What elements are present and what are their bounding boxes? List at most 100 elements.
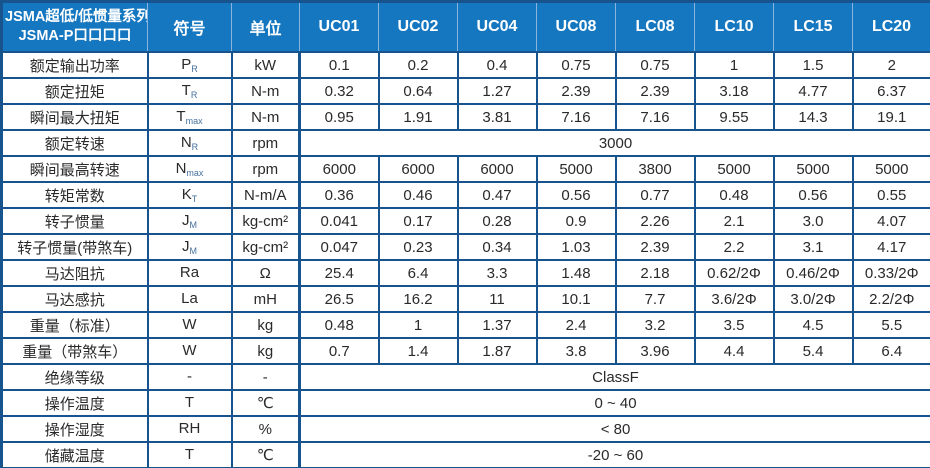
header-row: JSMA超低/低惯量系列 JSMA-P口口口口 符号 单位 UC01 UC02 … xyxy=(0,0,930,53)
row-symbol: Ra xyxy=(146,259,233,287)
cell-value: 0.041 xyxy=(298,207,380,235)
symbol-main: N xyxy=(180,134,192,151)
symbol-sub: T xyxy=(191,194,198,204)
cell-value-merged: 3000 xyxy=(298,129,930,157)
cell-value: 6.4 xyxy=(377,259,459,287)
symbol-main: J xyxy=(182,212,190,229)
col-header-model: LC10 xyxy=(694,0,774,53)
symbol-main: K xyxy=(181,186,192,203)
table-row: 额定扭矩 TR N-m 0.32 0.64 1.27 2.39 2.39 3.1… xyxy=(0,77,930,105)
row-symbol: TR xyxy=(146,77,233,105)
cell-value: 0.7 xyxy=(298,337,380,365)
symbol-main: P xyxy=(181,56,192,73)
row-symbol: T xyxy=(146,441,233,468)
table-row: 额定转速 NR rpm 3000 xyxy=(0,129,930,157)
row-label: 瞬间最大扭矩 xyxy=(0,103,149,131)
cell-value: 0.56 xyxy=(772,181,854,209)
symbol-main: T xyxy=(184,446,195,463)
table-row: 重量（带煞车） W kg 0.7 1.4 1.87 3.8 3.96 4.4 5… xyxy=(0,337,930,365)
row-symbol: JM xyxy=(146,207,233,235)
row-symbol: NR xyxy=(146,129,233,157)
cell-value: 3.3 xyxy=(456,259,538,287)
row-symbol: JM xyxy=(146,233,233,261)
cell-value: 6.4 xyxy=(851,337,930,365)
cell-value-merged: -20 ~ 60 xyxy=(298,441,930,468)
cell-value: 3.0 xyxy=(772,207,854,235)
row-symbol: Nmax xyxy=(146,155,233,183)
row-symbol: W xyxy=(146,337,233,365)
cell-value: 0.64 xyxy=(377,77,459,105)
cell-value: 0.56 xyxy=(535,181,617,209)
row-symbol: PR xyxy=(146,51,233,79)
cell-value: 7.7 xyxy=(614,285,696,313)
row-label: 额定转速 xyxy=(0,129,149,157)
row-label: 马达感抗 xyxy=(0,285,149,313)
symbol-main: - xyxy=(187,368,192,385)
col-header-model: LC08 xyxy=(615,0,695,53)
cell-value: 3.81 xyxy=(456,103,538,131)
cell-value: 2.2/2Φ xyxy=(851,285,930,313)
row-label: 重量（带煞车） xyxy=(0,337,149,365)
row-label: 马达阻抗 xyxy=(0,259,149,287)
table-row: 重量（标准） W kg 0.48 1 1.37 2.4 3.2 3.5 4.5 … xyxy=(0,311,930,339)
cell-value: 0.77 xyxy=(614,181,696,209)
symbol-sub: R xyxy=(191,64,198,74)
row-symbol: W xyxy=(146,311,233,339)
cell-value-merged: ClassF xyxy=(298,363,930,391)
cell-value: 1.27 xyxy=(456,77,538,105)
cell-value: 2.4 xyxy=(535,311,617,339)
row-label: 操作温度 xyxy=(0,389,149,417)
row-unit: N-m xyxy=(230,103,301,131)
symbol-main: N xyxy=(175,160,187,177)
cell-value: 4.07 xyxy=(851,207,930,235)
row-label: 转子惯量 xyxy=(0,207,149,235)
row-symbol: T xyxy=(146,389,233,417)
cell-value: 3.2 xyxy=(614,311,696,339)
cell-value: 0.48 xyxy=(693,181,775,209)
cell-value: 0.34 xyxy=(456,233,538,261)
row-unit: kg-cm² xyxy=(230,207,301,235)
row-unit: N-m/A xyxy=(230,181,301,209)
row-unit: Ω xyxy=(230,259,301,287)
cell-value: 7.16 xyxy=(614,103,696,131)
cell-value: 26.5 xyxy=(298,285,380,313)
symbol-sub: max xyxy=(186,168,204,178)
table-row: 操作湿度 RH % < 80 xyxy=(0,415,930,443)
table-row: 瞬间最高转速 Nmax rpm 6000 6000 6000 5000 3800… xyxy=(0,155,930,183)
symbol-main: RH xyxy=(178,420,201,437)
cell-value: 0.1 xyxy=(298,51,380,79)
series-title: JSMA超低/低惯量系列 JSMA-P口口口口 xyxy=(0,0,148,53)
row-unit: N-m xyxy=(230,77,301,105)
row-label: 绝缘等级 xyxy=(0,363,149,391)
row-unit: ℃ xyxy=(230,441,301,468)
row-symbol: RH xyxy=(146,415,233,443)
row-unit: rpm xyxy=(230,129,301,157)
cell-value: 0.17 xyxy=(377,207,459,235)
cell-value: 1.5 xyxy=(772,51,854,79)
cell-value: 0.48 xyxy=(298,311,380,339)
table-row: 储藏温度 T ℃ -20 ~ 60 xyxy=(0,441,930,468)
cell-value: 11 xyxy=(456,285,538,313)
cell-value: 1 xyxy=(377,311,459,339)
cell-value: 2.39 xyxy=(614,77,696,105)
symbol-main: W xyxy=(182,342,197,359)
cell-value: 0.75 xyxy=(535,51,617,79)
cell-value: 0.46/2Φ xyxy=(772,259,854,287)
cell-value: 5000 xyxy=(535,155,617,183)
row-label: 瞬间最高转速 xyxy=(0,155,149,183)
cell-value: 2.18 xyxy=(614,259,696,287)
col-header-model: LC15 xyxy=(773,0,853,53)
table-row: 转子惯量(带煞车) JM kg-cm² 0.047 0.23 0.34 1.03… xyxy=(0,233,930,261)
symbol-sub: R xyxy=(191,142,199,152)
symbol-sub: R xyxy=(190,90,198,100)
row-label: 重量（标准） xyxy=(0,311,149,339)
row-unit: kg xyxy=(230,337,301,365)
cell-value: 5000 xyxy=(772,155,854,183)
row-label: 操作湿度 xyxy=(0,415,149,443)
row-symbol: La xyxy=(146,285,233,313)
col-header-model: UC04 xyxy=(457,0,537,53)
symbol-main: W xyxy=(182,316,197,333)
table-row: 转子惯量 JM kg-cm² 0.041 0.17 0.28 0.9 2.26 … xyxy=(0,207,930,235)
series-title-line1: JSMA超低/低惯量系列 xyxy=(5,9,148,26)
